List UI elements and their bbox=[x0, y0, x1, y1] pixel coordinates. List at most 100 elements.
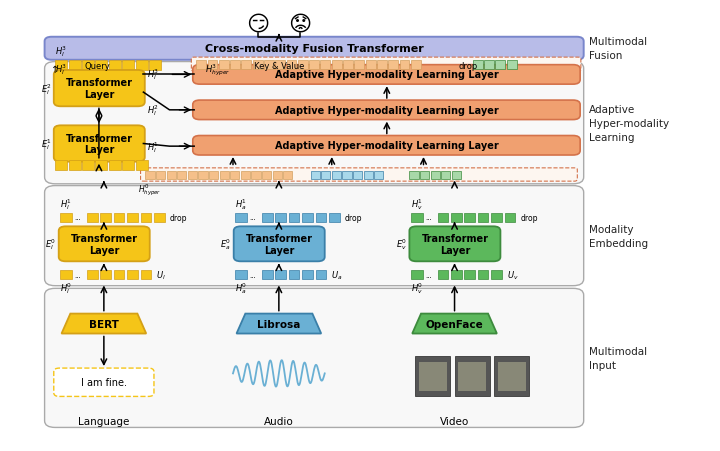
Text: ...: ... bbox=[425, 215, 432, 221]
Bar bbox=[220, 171, 229, 179]
FancyBboxPatch shape bbox=[45, 37, 584, 60]
Bar bbox=[149, 60, 161, 70]
FancyBboxPatch shape bbox=[193, 136, 580, 156]
Bar bbox=[109, 161, 121, 170]
Text: Transformer
Layer: Transformer Layer bbox=[71, 234, 138, 255]
Text: 😏: 😏 bbox=[246, 14, 269, 34]
Bar bbox=[114, 214, 125, 222]
Bar bbox=[140, 271, 151, 280]
Text: drop: drop bbox=[344, 213, 362, 222]
Text: $H_v^0$: $H_v^0$ bbox=[411, 281, 423, 295]
Bar bbox=[95, 161, 107, 170]
Bar bbox=[188, 171, 197, 179]
Bar bbox=[289, 271, 300, 280]
Bar bbox=[272, 171, 282, 179]
FancyBboxPatch shape bbox=[54, 71, 145, 107]
Text: $U_v$: $U_v$ bbox=[507, 269, 518, 281]
Bar bbox=[114, 271, 125, 280]
Polygon shape bbox=[61, 314, 146, 334]
Bar bbox=[491, 271, 502, 280]
Bar bbox=[264, 61, 274, 70]
Text: $H_a^1$: $H_a^1$ bbox=[235, 197, 247, 212]
Bar bbox=[68, 161, 81, 170]
Bar bbox=[219, 61, 229, 70]
Bar bbox=[253, 61, 263, 70]
Bar bbox=[431, 171, 440, 179]
Bar bbox=[310, 171, 320, 179]
Bar bbox=[109, 60, 121, 70]
Bar bbox=[60, 271, 72, 280]
Bar bbox=[87, 271, 97, 280]
Text: BERT: BERT bbox=[89, 319, 119, 329]
Bar bbox=[507, 61, 517, 70]
Bar bbox=[289, 214, 300, 222]
FancyBboxPatch shape bbox=[54, 368, 154, 396]
Bar bbox=[166, 171, 176, 179]
Text: $H_l^1$: $H_l^1$ bbox=[147, 139, 159, 154]
Text: Transformer
Layer: Transformer Layer bbox=[66, 78, 132, 100]
Bar bbox=[60, 214, 72, 222]
Bar bbox=[332, 61, 342, 70]
Bar bbox=[411, 214, 423, 222]
Polygon shape bbox=[413, 314, 497, 334]
Bar bbox=[400, 61, 410, 70]
Bar bbox=[55, 60, 67, 70]
FancyBboxPatch shape bbox=[234, 227, 325, 262]
Text: I am fine.: I am fine. bbox=[81, 377, 127, 387]
Text: Transformer
Layer: Transformer Layer bbox=[421, 234, 488, 255]
Bar bbox=[315, 271, 326, 280]
Bar bbox=[354, 61, 364, 70]
Text: $U_l$: $U_l$ bbox=[156, 269, 166, 281]
Bar bbox=[418, 363, 447, 391]
Bar bbox=[505, 214, 516, 222]
Bar bbox=[135, 60, 148, 70]
Bar bbox=[377, 61, 387, 70]
Bar bbox=[366, 61, 376, 70]
Bar bbox=[275, 214, 286, 222]
Bar bbox=[441, 171, 450, 179]
Bar bbox=[177, 171, 186, 179]
Bar bbox=[438, 214, 448, 222]
Bar bbox=[122, 161, 134, 170]
Text: $H_l^0$: $H_l^0$ bbox=[60, 281, 73, 295]
Bar bbox=[156, 171, 166, 179]
Bar bbox=[235, 214, 247, 222]
Text: OpenFace: OpenFace bbox=[426, 319, 483, 329]
Text: Transformer
Layer: Transformer Layer bbox=[246, 234, 312, 255]
Text: drop: drop bbox=[459, 62, 478, 71]
Text: Language: Language bbox=[78, 416, 130, 426]
Bar bbox=[451, 271, 462, 280]
Bar bbox=[438, 271, 448, 280]
Text: ...: ... bbox=[74, 272, 81, 278]
Bar bbox=[320, 61, 330, 70]
Text: $H_l^3$: $H_l^3$ bbox=[147, 67, 159, 82]
Text: $E_l^2$: $E_l^2$ bbox=[40, 82, 52, 97]
Bar bbox=[454, 356, 490, 396]
Text: Adaptive Hyper-modality Learning Layer: Adaptive Hyper-modality Learning Layer bbox=[274, 106, 498, 115]
FancyBboxPatch shape bbox=[45, 289, 584, 428]
Bar bbox=[275, 271, 286, 280]
Bar bbox=[415, 356, 450, 396]
Bar bbox=[82, 60, 94, 70]
Bar bbox=[240, 171, 250, 179]
Text: $H_v^1$: $H_v^1$ bbox=[411, 197, 423, 212]
Text: $H_{hyper}^3$: $H_{hyper}^3$ bbox=[204, 62, 230, 78]
Text: $H_l^1$: $H_l^1$ bbox=[60, 197, 72, 212]
Bar bbox=[241, 61, 251, 70]
Bar bbox=[87, 214, 97, 222]
Bar bbox=[55, 161, 67, 170]
Text: Cross-modality Fusion Transformer: Cross-modality Fusion Transformer bbox=[204, 44, 423, 54]
Text: $E_l^0$: $E_l^0$ bbox=[45, 237, 57, 252]
Bar bbox=[127, 271, 138, 280]
Text: Multimodal
Fusion: Multimodal Fusion bbox=[589, 37, 647, 61]
FancyBboxPatch shape bbox=[410, 227, 500, 262]
FancyBboxPatch shape bbox=[54, 126, 145, 162]
Bar bbox=[262, 214, 272, 222]
Bar bbox=[343, 61, 353, 70]
FancyBboxPatch shape bbox=[193, 101, 580, 120]
Text: Transformer
Layer: Transformer Layer bbox=[66, 133, 132, 155]
Bar bbox=[140, 214, 151, 222]
Bar bbox=[464, 214, 475, 222]
Text: 😟: 😟 bbox=[289, 14, 312, 34]
Bar bbox=[127, 214, 138, 222]
